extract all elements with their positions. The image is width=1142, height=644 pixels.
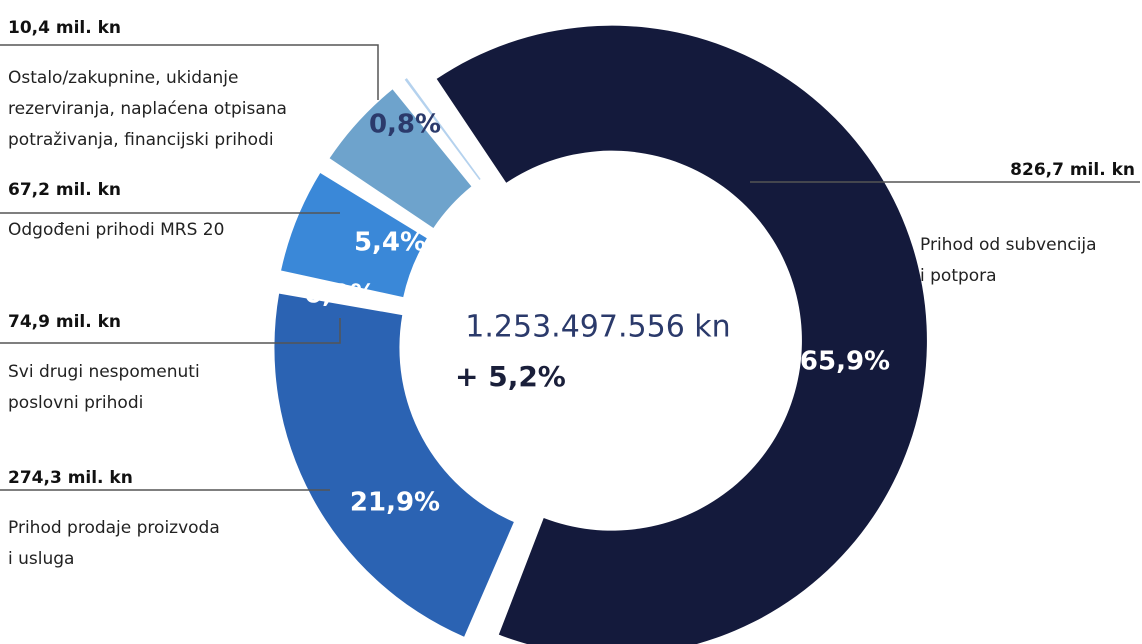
category-label: Ostalo/zakupnine, ukidanje [8, 68, 238, 88]
center-change: + 5,2% [455, 360, 566, 393]
slice [436, 25, 927, 644]
category-label: Prihod prodaje proizvoda [8, 518, 220, 538]
value-label: 65,9% [800, 347, 890, 377]
category-label: i potpora [920, 266, 997, 286]
category-label: Prihod od subvencija [920, 235, 1097, 255]
amount-label: 274,3 mil. kn [8, 468, 133, 488]
slice [329, 89, 472, 228]
amount-label: 10,4 mil. kn [8, 18, 121, 38]
value-label: 5,4% [354, 228, 426, 258]
amount-label: 74,9 mil. kn [8, 312, 121, 332]
category-label: rezerviranja, naplaćena otpisana [8, 99, 287, 119]
center-total: 1.253.497.556 kn [465, 310, 730, 345]
category-label: Odgođeni prihodi MRS 20 [8, 220, 224, 240]
amount-label: 67,2 mil. kn [8, 180, 121, 200]
slice [274, 293, 514, 637]
value-label: 6,0% [304, 280, 376, 310]
leader-line [0, 318, 341, 344]
value-label: 21,9% [350, 488, 440, 518]
category-label: i usluga [8, 549, 74, 569]
category-label: Svi drugi nespomenuti [8, 362, 200, 382]
amount-label: 826,7 mil. kn [1010, 160, 1135, 180]
slice [281, 173, 427, 298]
category-label: potraživanja, financijski prihodi [8, 130, 274, 150]
slice [404, 78, 481, 180]
category-label: poslovni prihodi [8, 393, 143, 413]
value-label: 0,8% [369, 110, 441, 140]
leader-line [0, 44, 379, 100]
